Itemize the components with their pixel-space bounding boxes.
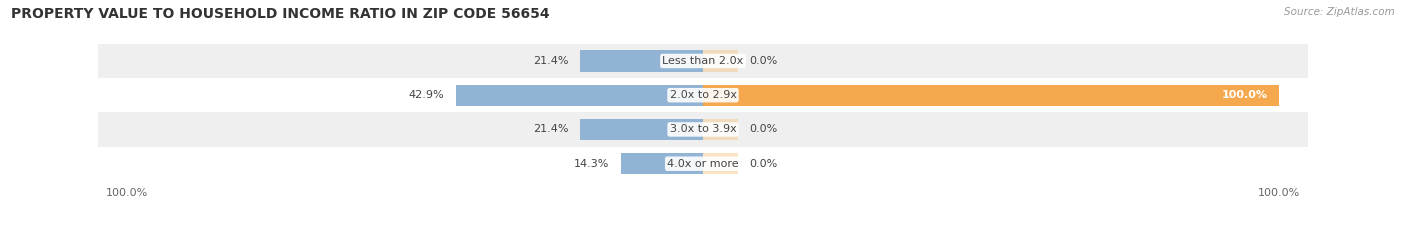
Bar — [98, 78, 1308, 112]
Bar — [703, 84, 1279, 106]
Bar — [98, 112, 1308, 146]
Bar — [98, 44, 1308, 78]
Text: 4.0x or more: 4.0x or more — [668, 159, 738, 169]
Text: 21.4%: 21.4% — [533, 124, 568, 135]
Text: 0.0%: 0.0% — [749, 159, 778, 169]
Text: 21.4%: 21.4% — [533, 56, 568, 66]
Text: PROPERTY VALUE TO HOUSEHOLD INCOME RATIO IN ZIP CODE 56654: PROPERTY VALUE TO HOUSEHOLD INCOME RATIO… — [11, 7, 550, 21]
Bar — [703, 153, 738, 174]
Bar — [456, 84, 703, 106]
Text: 2.0x to 2.9x: 2.0x to 2.9x — [669, 90, 737, 100]
Text: 3.0x to 3.9x: 3.0x to 3.9x — [669, 124, 737, 135]
Bar — [620, 153, 703, 174]
Text: 100.0%: 100.0% — [1222, 90, 1267, 100]
Bar — [579, 119, 703, 140]
Text: Less than 2.0x: Less than 2.0x — [662, 56, 744, 66]
Text: 0.0%: 0.0% — [749, 56, 778, 66]
Text: Source: ZipAtlas.com: Source: ZipAtlas.com — [1284, 7, 1395, 17]
Bar — [98, 146, 1308, 181]
Text: 0.0%: 0.0% — [749, 124, 778, 135]
Bar — [579, 50, 703, 72]
Bar — [703, 119, 738, 140]
Bar — [703, 50, 738, 72]
Text: 42.9%: 42.9% — [409, 90, 444, 100]
Text: 14.3%: 14.3% — [574, 159, 609, 169]
